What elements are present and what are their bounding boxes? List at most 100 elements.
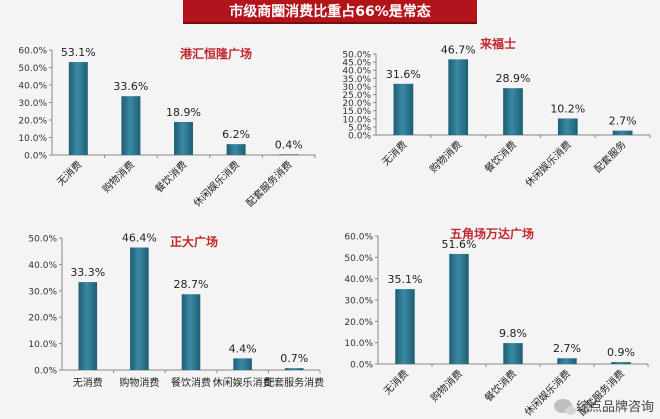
- bar: [174, 121, 193, 155]
- y-tick-label: 40.0%: [342, 67, 371, 77]
- bar: [611, 362, 631, 364]
- bar: [68, 62, 88, 156]
- chart-zhengda: 正大广场 0.0% 10.0% 20.0% 30.0% 40.0% 50.0% 33.3% 无消…: [28, 232, 324, 389]
- chart-title: 五角场万达广场: [450, 226, 534, 241]
- y-tick-label: 0.0%: [350, 361, 373, 371]
- y-tick-label: 50.0%: [18, 64, 47, 74]
- x-tick-label: 配套服务消费: [243, 158, 295, 210]
- x-tick-label: 购物消费: [119, 376, 159, 389]
- y-tick-label: 30.0%: [344, 297, 373, 307]
- x-tick-label: 无消费: [73, 376, 103, 389]
- x-tick-label: 休闲娱乐消费: [522, 138, 574, 190]
- y-tick-label: 30.0%: [18, 99, 47, 109]
- chart-panel-laifushi: 来福士 0.0% 5.0% 10.0% 15.0% 20.0% 25.0% 30.0% 35.0…: [330, 30, 660, 220]
- bar: [284, 368, 304, 370]
- bar: [557, 118, 578, 135]
- x-tick-label: 餐饮消费: [482, 138, 519, 175]
- y-tick-label: 15.0%: [342, 107, 371, 117]
- y-tick-label: 0.0%: [34, 367, 57, 377]
- data-label: 51.6%: [442, 238, 477, 251]
- bar: [612, 130, 633, 135]
- y-tick-label: 45.0%: [342, 59, 371, 69]
- y-tick-label: 20.0%: [344, 318, 373, 328]
- data-label: 28.9%: [496, 72, 531, 85]
- data-label: 4.4%: [229, 342, 257, 355]
- y-tick-label: 30.0%: [342, 83, 371, 93]
- y-tick-label: 40.0%: [344, 275, 373, 285]
- x-tick-label: 购物消费: [427, 138, 464, 175]
- y-tick-label: 30.0%: [28, 287, 57, 297]
- data-label: 10.2%: [550, 102, 585, 115]
- chart-title: 港汇恒隆广场: [180, 46, 252, 61]
- data-label: 6.2%: [222, 128, 250, 141]
- data-label: 31.6%: [386, 68, 421, 81]
- bar: [226, 144, 246, 155]
- bar: [181, 294, 201, 370]
- x-tick-label: 无消费: [54, 158, 84, 188]
- chart-title: 正大广场: [170, 234, 218, 249]
- wechat-icon: [553, 398, 576, 415]
- chart-laifushi: 来福士 0.0%5.0%10.0%15.0%20.0%25.0%30.0%35.0…: [342, 36, 651, 190]
- bar: [449, 253, 469, 364]
- bar: [121, 96, 141, 155]
- bar: [448, 59, 469, 135]
- y-tick-label: 0.0%: [24, 152, 47, 162]
- bar: [233, 358, 252, 370]
- y-tick-label: 20.0%: [342, 99, 371, 109]
- x-tick-label: 餐饮消费: [171, 376, 211, 389]
- x-tick-label: 无消费: [381, 367, 411, 397]
- y-tick-label: 0.0%: [348, 132, 371, 142]
- x-tick-label: 休闲娱乐消费: [213, 376, 273, 389]
- bar: [393, 83, 414, 135]
- chart-wujiaochang: 五角场万达广场 0.0% 10.0% 20.0% 30.0% 40.0% 50.0% 60.0…: [344, 226, 649, 419]
- data-label: 46.4%: [122, 232, 157, 245]
- watermark-text: 综点品牌咨询: [575, 400, 654, 415]
- y-tick-label: 10.0%: [342, 115, 371, 125]
- bar: [395, 289, 415, 364]
- y-tick-label: 40.0%: [18, 82, 47, 92]
- data-label: 0.9%: [607, 346, 635, 359]
- chart-title: 来福士: [479, 36, 516, 51]
- y-tick-label: 10.0%: [28, 340, 57, 350]
- data-label: 18.9%: [166, 106, 201, 119]
- page-title: 市级商圈消费比重占66%是常态: [183, 0, 477, 24]
- data-label: 53.1%: [61, 46, 96, 59]
- bar: [503, 88, 523, 135]
- x-tick-label: 配套服务消费: [264, 376, 324, 389]
- data-label: 0.7%: [280, 352, 308, 365]
- chart-panel-wujiaochang: 五角场万达广场 0.0% 10.0% 20.0% 30.0% 40.0% 50.0% 60.0…: [330, 222, 660, 419]
- data-label: 2.7%: [609, 115, 637, 128]
- x-tick-label: 购物消费: [100, 158, 137, 195]
- data-label: 33.6%: [113, 80, 148, 93]
- bar: [130, 247, 149, 370]
- y-tick-label: 60.0%: [344, 233, 373, 243]
- bar: [557, 358, 577, 364]
- y-tick-label: 10.0%: [344, 339, 373, 349]
- bar: [78, 282, 98, 370]
- x-tick-label: 休闲娱乐消费: [191, 158, 243, 210]
- bar: [503, 343, 523, 364]
- y-tick-label: 20.0%: [28, 314, 57, 324]
- y-tick-label: 35.0%: [342, 75, 371, 85]
- y-tick-label: 50.0%: [28, 235, 57, 245]
- x-tick-label: 餐饮消费: [482, 367, 519, 404]
- bar: [279, 154, 299, 156]
- data-label: 0.4%: [275, 138, 303, 151]
- watermark: 综点品牌咨询: [553, 396, 654, 415]
- chart-panel-zhengda: 正大广场 0.0% 10.0% 20.0% 30.0% 40.0% 50.0% 33.3% 无消…: [0, 222, 330, 412]
- data-label: 28.7%: [174, 278, 209, 291]
- y-tick-label: 10.0%: [18, 134, 47, 144]
- y-tick-label: 50.0%: [342, 51, 371, 61]
- y-tick-label: 5.0%: [348, 123, 371, 133]
- x-tick-label: 餐饮消费: [152, 158, 189, 195]
- data-label: 9.8%: [499, 327, 527, 340]
- data-label: 35.1%: [388, 273, 423, 286]
- x-tick-label: 无消费: [379, 138, 409, 168]
- chart-ganghui: 港汇恒隆广场 0.0% 10.0% 20.0% 30.0% 40.0% 50.0% 60.0%…: [18, 46, 316, 210]
- y-tick-label: 20.0%: [18, 117, 47, 127]
- data-label: 33.3%: [70, 266, 105, 279]
- data-label: 2.7%: [553, 342, 581, 355]
- y-tick-label: 60.0%: [18, 47, 47, 57]
- x-tick-label: 配套服务: [591, 138, 628, 175]
- x-tick-label: 购物消费: [428, 367, 465, 404]
